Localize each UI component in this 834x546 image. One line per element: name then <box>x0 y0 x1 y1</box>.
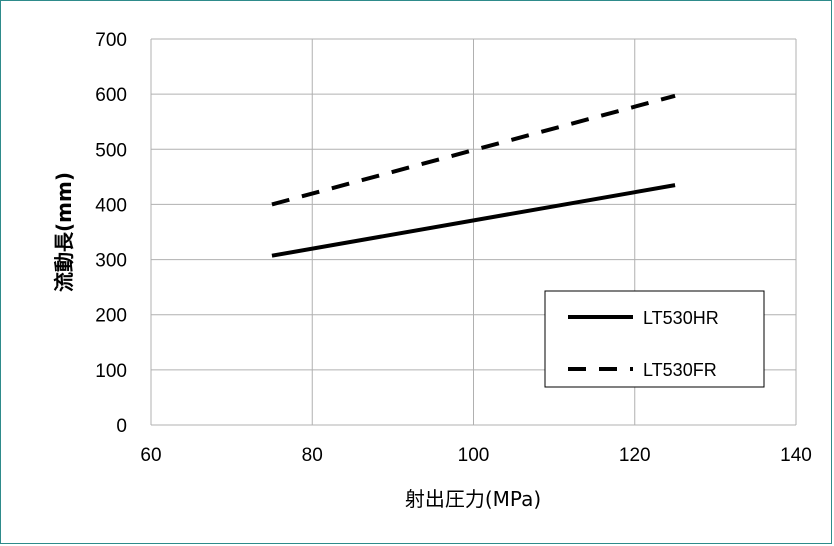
y-tick-label: 300 <box>95 251 127 272</box>
y-tick-label: 700 <box>95 30 127 51</box>
x-axis-label: 射出圧力(MPa) <box>405 487 541 511</box>
x-tick-label: 120 <box>619 445 651 466</box>
y-tick-label: 200 <box>95 306 127 327</box>
y-tick-label: 600 <box>95 85 127 106</box>
series-line-lt530hr <box>271 183 676 258</box>
legend: LT530HR LT530FR <box>544 290 765 388</box>
y-tick-label: 500 <box>95 140 127 161</box>
series-lines <box>271 93 676 258</box>
x-tick-label: 80 <box>302 445 323 466</box>
y-tick-label: 100 <box>95 361 127 382</box>
x-tick-labels: 60 80 100 120 140 <box>140 445 811 466</box>
x-tick-label: 60 <box>140 445 161 466</box>
x-tick-label: 100 <box>458 445 490 466</box>
y-tick-label: 0 <box>116 416 127 437</box>
grid <box>150 38 797 426</box>
y-tick-labels: 0 100 200 300 400 500 600 700 <box>95 30 127 437</box>
series-line-lt530fr <box>271 93 676 207</box>
legend-label-lt530fr: LT530FR <box>643 360 717 380</box>
y-tick-label: 400 <box>95 195 127 216</box>
x-tick-label: 140 <box>780 445 812 466</box>
y-axis-label: 流動長(mm) <box>52 172 76 292</box>
legend-label-lt530hr: LT530HR <box>643 308 719 328</box>
